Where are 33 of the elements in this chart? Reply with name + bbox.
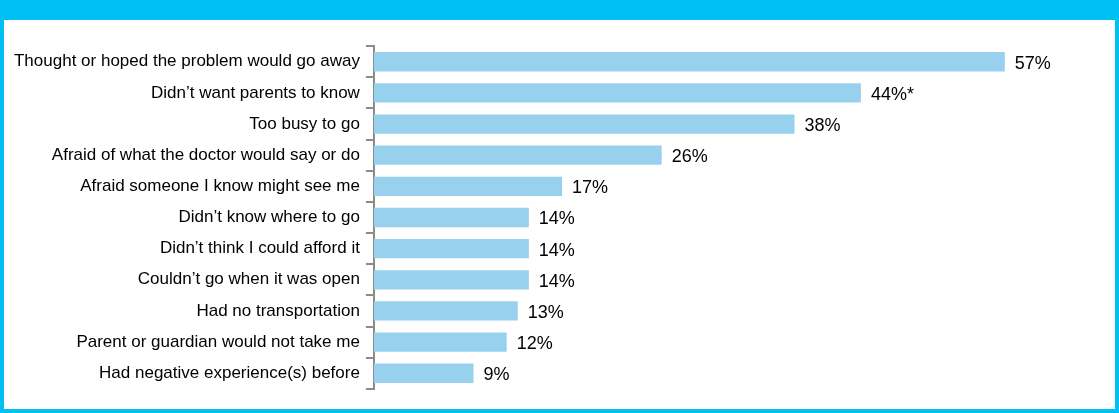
data-label: 57% bbox=[1014, 52, 1051, 73]
bar bbox=[373, 363, 474, 383]
y-tick-label: Too busy to go bbox=[249, 113, 360, 133]
data-label: 17% bbox=[572, 177, 609, 198]
y-tick-label: Had negative experience(s) before bbox=[99, 362, 360, 382]
y-tick-label: Afraid of what the doctor would say or do bbox=[51, 144, 360, 164]
y-tick-label: Had no transportation bbox=[196, 300, 360, 320]
data-label: 14% bbox=[538, 239, 575, 260]
bar bbox=[373, 83, 861, 103]
data-label: 12% bbox=[516, 333, 553, 354]
data-label: 9% bbox=[483, 364, 510, 385]
bar bbox=[373, 114, 795, 134]
bar bbox=[373, 145, 662, 165]
y-tick-label: Afraid someone I know might see me bbox=[80, 176, 360, 196]
bar bbox=[373, 301, 518, 321]
y-tick-label: Couldn’t go when it was open bbox=[137, 269, 360, 289]
y-tick-label: Didn’t think I could afford it bbox=[159, 238, 361, 258]
data-label: 38% bbox=[804, 115, 841, 136]
data-label: 44%* bbox=[870, 83, 914, 104]
y-tick-label: Thought or hoped the problem would go away bbox=[13, 51, 361, 71]
bar bbox=[373, 52, 1005, 72]
data-label: 26% bbox=[671, 146, 708, 167]
bar bbox=[373, 176, 563, 197]
data-label: 14% bbox=[538, 208, 575, 229]
data-label: 14% bbox=[538, 270, 575, 291]
bar bbox=[373, 238, 529, 259]
bar bbox=[373, 270, 529, 290]
y-tick-label: Didn’t know where to go bbox=[178, 207, 360, 227]
bar bbox=[373, 207, 529, 228]
data-label: 13% bbox=[527, 301, 564, 322]
bar bbox=[373, 332, 507, 352]
y-tick-label: Didn’t want parents to know bbox=[151, 82, 361, 102]
y-tick-label: Parent or guardian would not take me bbox=[76, 331, 360, 351]
